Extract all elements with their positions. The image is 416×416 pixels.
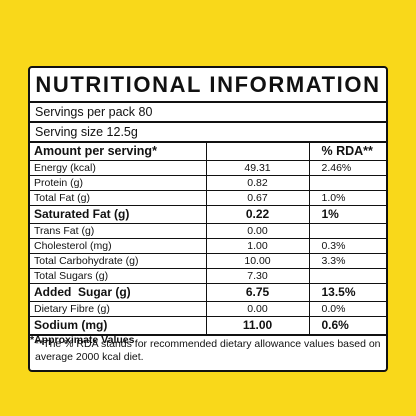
nutrient-rda: 0.0% xyxy=(308,301,386,317)
nutrient-rda xyxy=(308,268,386,284)
nutrient-name: Protein (g) xyxy=(30,175,207,191)
nutrient-rda xyxy=(308,223,386,239)
approximate-values-note: *Approximate Values xyxy=(30,334,135,346)
nutrient-value: 0.67 xyxy=(205,190,310,206)
value-header xyxy=(205,143,310,161)
nutrient-value: 0.00 xyxy=(205,301,310,317)
nutrient-value: 11.00 xyxy=(205,316,310,336)
servings-per-pack: Servings per pack 80 xyxy=(30,103,386,123)
nutrient-name: Dietary Fibre (g) xyxy=(30,301,207,317)
table-row: Cholesterol (mg) 1.00 0.3% xyxy=(30,238,386,254)
nutrient-value: 10.00 xyxy=(205,253,310,269)
nutrient-rda: 3.3% xyxy=(308,253,386,269)
nutrient-value: 0.22 xyxy=(205,205,310,224)
nutrient-value: 1.00 xyxy=(205,238,310,254)
table-row: Protein (g) 0.82 xyxy=(30,175,386,191)
nutrient-value: 6.75 xyxy=(205,283,310,302)
rda-footnote: **The % RDA stands for recommended dieta… xyxy=(35,338,381,363)
nutrient-name: Saturated Fat (g) xyxy=(30,205,207,224)
table-row: Total Sugars (g) 7.30 xyxy=(30,268,386,284)
table-row: Total Fat (g) 0.67 1.0% xyxy=(30,190,386,206)
nutrient-rda: 2.46% xyxy=(308,160,386,176)
nutrient-name: Total Carbohydrate (g) xyxy=(30,253,207,269)
nutrient-value: 49.31 xyxy=(205,160,310,176)
nutrient-rda xyxy=(308,175,386,191)
nutrient-name: Added Sugar (g) xyxy=(30,283,207,302)
nutrient-name: Total Fat (g) xyxy=(30,190,207,206)
nutrient-name: Total Sugars (g) xyxy=(30,268,207,284)
nutrient-value: 0.00 xyxy=(205,223,310,239)
nutrition-panel: NUTRITIONAL INFORMATION Servings per pac… xyxy=(28,66,388,372)
nutrient-rda: 1% xyxy=(308,205,386,224)
table-row: Saturated Fat (g) 0.22 1% xyxy=(30,205,386,224)
nutrient-rda: 13.5% xyxy=(308,283,386,302)
nutrition-table: Amount per serving* % RDA** Energy (kcal… xyxy=(30,143,386,336)
table-row: Total Carbohydrate (g) 10.00 3.3% xyxy=(30,253,386,269)
nutrient-rda: 0.6% xyxy=(308,316,386,336)
amount-header: Amount per serving* xyxy=(30,143,207,161)
table-row: Trans Fat (g) 0.00 xyxy=(30,223,386,239)
nutrient-name: Trans Fat (g) xyxy=(30,223,207,239)
serving-size: Serving size 12.5g xyxy=(30,123,386,143)
nutrient-value: 7.30 xyxy=(205,268,310,284)
table-row: Energy (kcal) 49.31 2.46% xyxy=(30,160,386,176)
nutrient-rda: 1.0% xyxy=(308,190,386,206)
table-row: Dietary Fibre (g) 0.00 0.0% xyxy=(30,301,386,317)
panel-title: NUTRITIONAL INFORMATION xyxy=(30,68,386,103)
table-header-row: Amount per serving* % RDA** xyxy=(30,143,386,161)
nutrient-rda: 0.3% xyxy=(308,238,386,254)
nutrient-value: 0.82 xyxy=(205,175,310,191)
nutrient-name: Sodium (mg) xyxy=(30,316,207,336)
table-row: Sodium (mg) 11.00 0.6% xyxy=(30,316,386,336)
nutrient-name: Energy (kcal) xyxy=(30,160,207,176)
table-row: Added Sugar (g) 6.75 13.5% xyxy=(30,283,386,302)
nutrient-name: Cholesterol (mg) xyxy=(30,238,207,254)
rda-header: % RDA** xyxy=(308,143,386,161)
